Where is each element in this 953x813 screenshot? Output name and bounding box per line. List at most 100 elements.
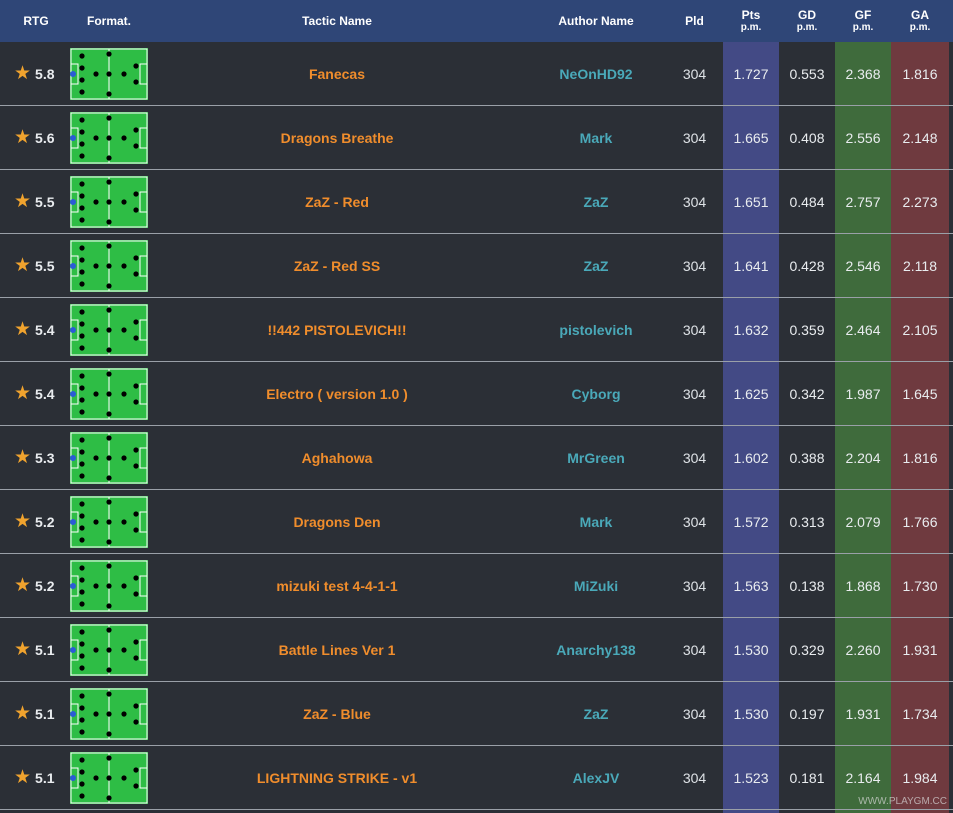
header-gf[interactable]: GF p.m. [835,0,891,42]
author-name-link[interactable]: ZaZ [583,705,609,722]
rating-cell: ★ 5.1 [0,618,72,681]
header-pts[interactable]: Pts p.m. [723,0,779,42]
rating-value: 5.5 [35,257,55,274]
tactic-name-link[interactable]: Dragons Breathe [280,129,394,146]
pitch-formation-icon[interactable] [70,431,148,484]
table-row[interactable]: ★ 5.6 Dragons Breathe Mark 304 1.665 0.408 2.55… [0,106,953,170]
star-icon: ★ [14,255,32,276]
pitch-formation-icon[interactable] [70,367,148,420]
table-row[interactable]: ★ 5.2 mizuki test 4-4-1-1 MiZuki 304 1.563 0.1… [0,554,953,618]
header-ga-label: GA [911,8,929,22]
table-row[interactable]: ★ 5.5 ZaZ - Red SS ZaZ 304 1.641 0.428 2.546 2.1… [0,234,953,298]
header-pld[interactable]: Pld [685,14,704,28]
header-format[interactable]: Format. [86,14,131,28]
header-tactic-name[interactable]: Tactic Name [302,14,372,28]
author-name-link[interactable]: Anarchy138 [556,641,636,658]
pts-value: 1.523 [723,746,779,809]
formation-cell[interactable] [69,362,149,425]
pitch-formation-icon[interactable] [70,687,148,740]
formation-cell[interactable] [69,618,149,681]
ga-value: 2.105 [891,298,949,361]
gf-value: 2.757 [835,170,891,233]
author-name-link[interactable]: pistolevich [559,321,633,338]
pts-value: 1.625 [723,362,779,425]
formation-cell[interactable] [69,682,149,745]
played-value: 304 [682,577,707,594]
gf-value: 1.987 [835,362,891,425]
formation-cell[interactable] [69,746,149,809]
pitch-formation-icon[interactable] [70,623,148,676]
table-row[interactable]: ★ 5.1 ZaZ - Blue ZaZ 304 1.530 0.197 1.931 1.734 [0,682,953,746]
tactic-name-link[interactable]: Battle Lines Ver 1 [278,641,396,658]
formation-cell[interactable] [69,490,149,553]
formation-cell[interactable] [69,298,149,361]
played-value: 304 [682,129,707,146]
pts-value: 1.602 [723,426,779,489]
tactic-name-link[interactable]: ZaZ - Red SS [293,257,381,274]
tactic-name-link[interactable]: Electro ( version 1.0 ) [266,385,408,402]
header-rtg[interactable]: RTG [23,14,49,28]
table-row[interactable]: ★ 5.1 LIGHTNING STRIKE - v1 AlexJV 304 1.523 0… [0,746,953,810]
header-gd[interactable]: GD p.m. [779,0,835,42]
played-value: 304 [682,769,707,786]
table-row[interactable]: ★ 5.4 Electro ( version 1.0 ) Cyborg 304 1.62… [0,362,953,426]
tactic-name-link[interactable]: LIGHTNING STRIKE - v1 [256,769,418,786]
rating-value: 5.2 [35,513,55,530]
author-name-link[interactable]: Mark [579,513,613,530]
author-name-link[interactable]: MrGreen [567,449,625,466]
table-row[interactable]: ★ 5.2 Dragons Den Mark 304 1.572 0.313 2.079 1.7… [0,490,953,554]
gd-value: 0.484 [789,193,825,210]
formation-cell[interactable] [69,554,149,617]
tactic-name-link[interactable]: ZaZ - Red [305,193,369,210]
author-name-link[interactable]: Cyborg [571,385,621,402]
table-row[interactable]: ★ 5.4 !!442 PISTOLEVICH!! pistolevich 304 1.6… [0,298,953,362]
header-author-name[interactable]: Author Name [558,14,634,28]
pitch-formation-icon[interactable] [70,303,148,356]
header-ga[interactable]: GA p.m. [891,0,949,42]
tactic-name-link[interactable]: mizuki test 4-4-1-1 [276,577,398,594]
author-name-link[interactable]: AlexJV [572,769,620,786]
rating-cell: ★ 5.4 [0,362,72,425]
pitch-formation-icon[interactable] [70,239,148,292]
tactic-name-link[interactable]: ZaZ - Blue [303,705,371,722]
rating-value: 5.2 [35,577,55,594]
pitch-formation-icon[interactable] [70,559,148,612]
formation-cell[interactable] [69,234,149,297]
table-row[interactable]: ★ 5.3 Aghahowa MrGreen 304 1.602 0.388 2.204 1.8… [0,426,953,490]
author-name-link[interactable]: Mark [579,129,613,146]
author-name-link[interactable]: ZaZ [583,193,609,210]
table-row[interactable]: ★ 5.8 Fanecas NeOnHD92 304 1.727 0.553 2.368 1.8… [0,42,953,106]
gf-value: 1.868 [835,554,891,617]
tactic-name-link[interactable]: Aghahowa [301,449,373,466]
author-name-link[interactable]: ZaZ [583,257,609,274]
gd-value: 0.408 [789,129,825,146]
table-row[interactable]: ★ 5.1 Battle Lines Ver 1 Anarchy138 304 1.530… [0,618,953,682]
pitch-formation-icon[interactable] [70,751,148,804]
gf-value: 2.546 [835,234,891,297]
gf-value: 2.079 [835,490,891,553]
table-header: RTG Format. Tactic Name Author Name Pld … [0,0,953,42]
pitch-formation-icon[interactable] [70,495,148,548]
rating-value: 5.1 [35,705,55,722]
tactic-name-link[interactable]: !!442 PISTOLEVICH!! [267,321,407,338]
pitch-formation-icon[interactable] [70,47,148,100]
formation-cell[interactable] [69,106,149,169]
table-row[interactable]: ★ 5.5 ZaZ - Red ZaZ 304 1.651 0.484 2.757 2.273 [0,170,953,234]
gd-value: 0.388 [789,449,825,466]
gf-value: 2.556 [835,106,891,169]
rating-value: 5.1 [35,641,55,658]
formation-cell[interactable] [69,426,149,489]
rating-value: 5.1 [35,769,55,786]
formation-cell[interactable] [69,170,149,233]
pitch-formation-icon[interactable] [70,111,148,164]
rating-cell: ★ 5.8 [0,42,72,105]
gd-value: 0.553 [789,65,825,82]
formation-cell[interactable] [69,42,149,105]
tactic-name-link[interactable]: Dragons Den [293,513,381,530]
pitch-formation-icon[interactable] [70,175,148,228]
tactic-name-link[interactable]: Fanecas [308,65,366,82]
author-name-link[interactable]: NeOnHD92 [559,65,633,82]
author-name-link[interactable]: MiZuki [573,577,619,594]
played-value: 304 [682,193,707,210]
